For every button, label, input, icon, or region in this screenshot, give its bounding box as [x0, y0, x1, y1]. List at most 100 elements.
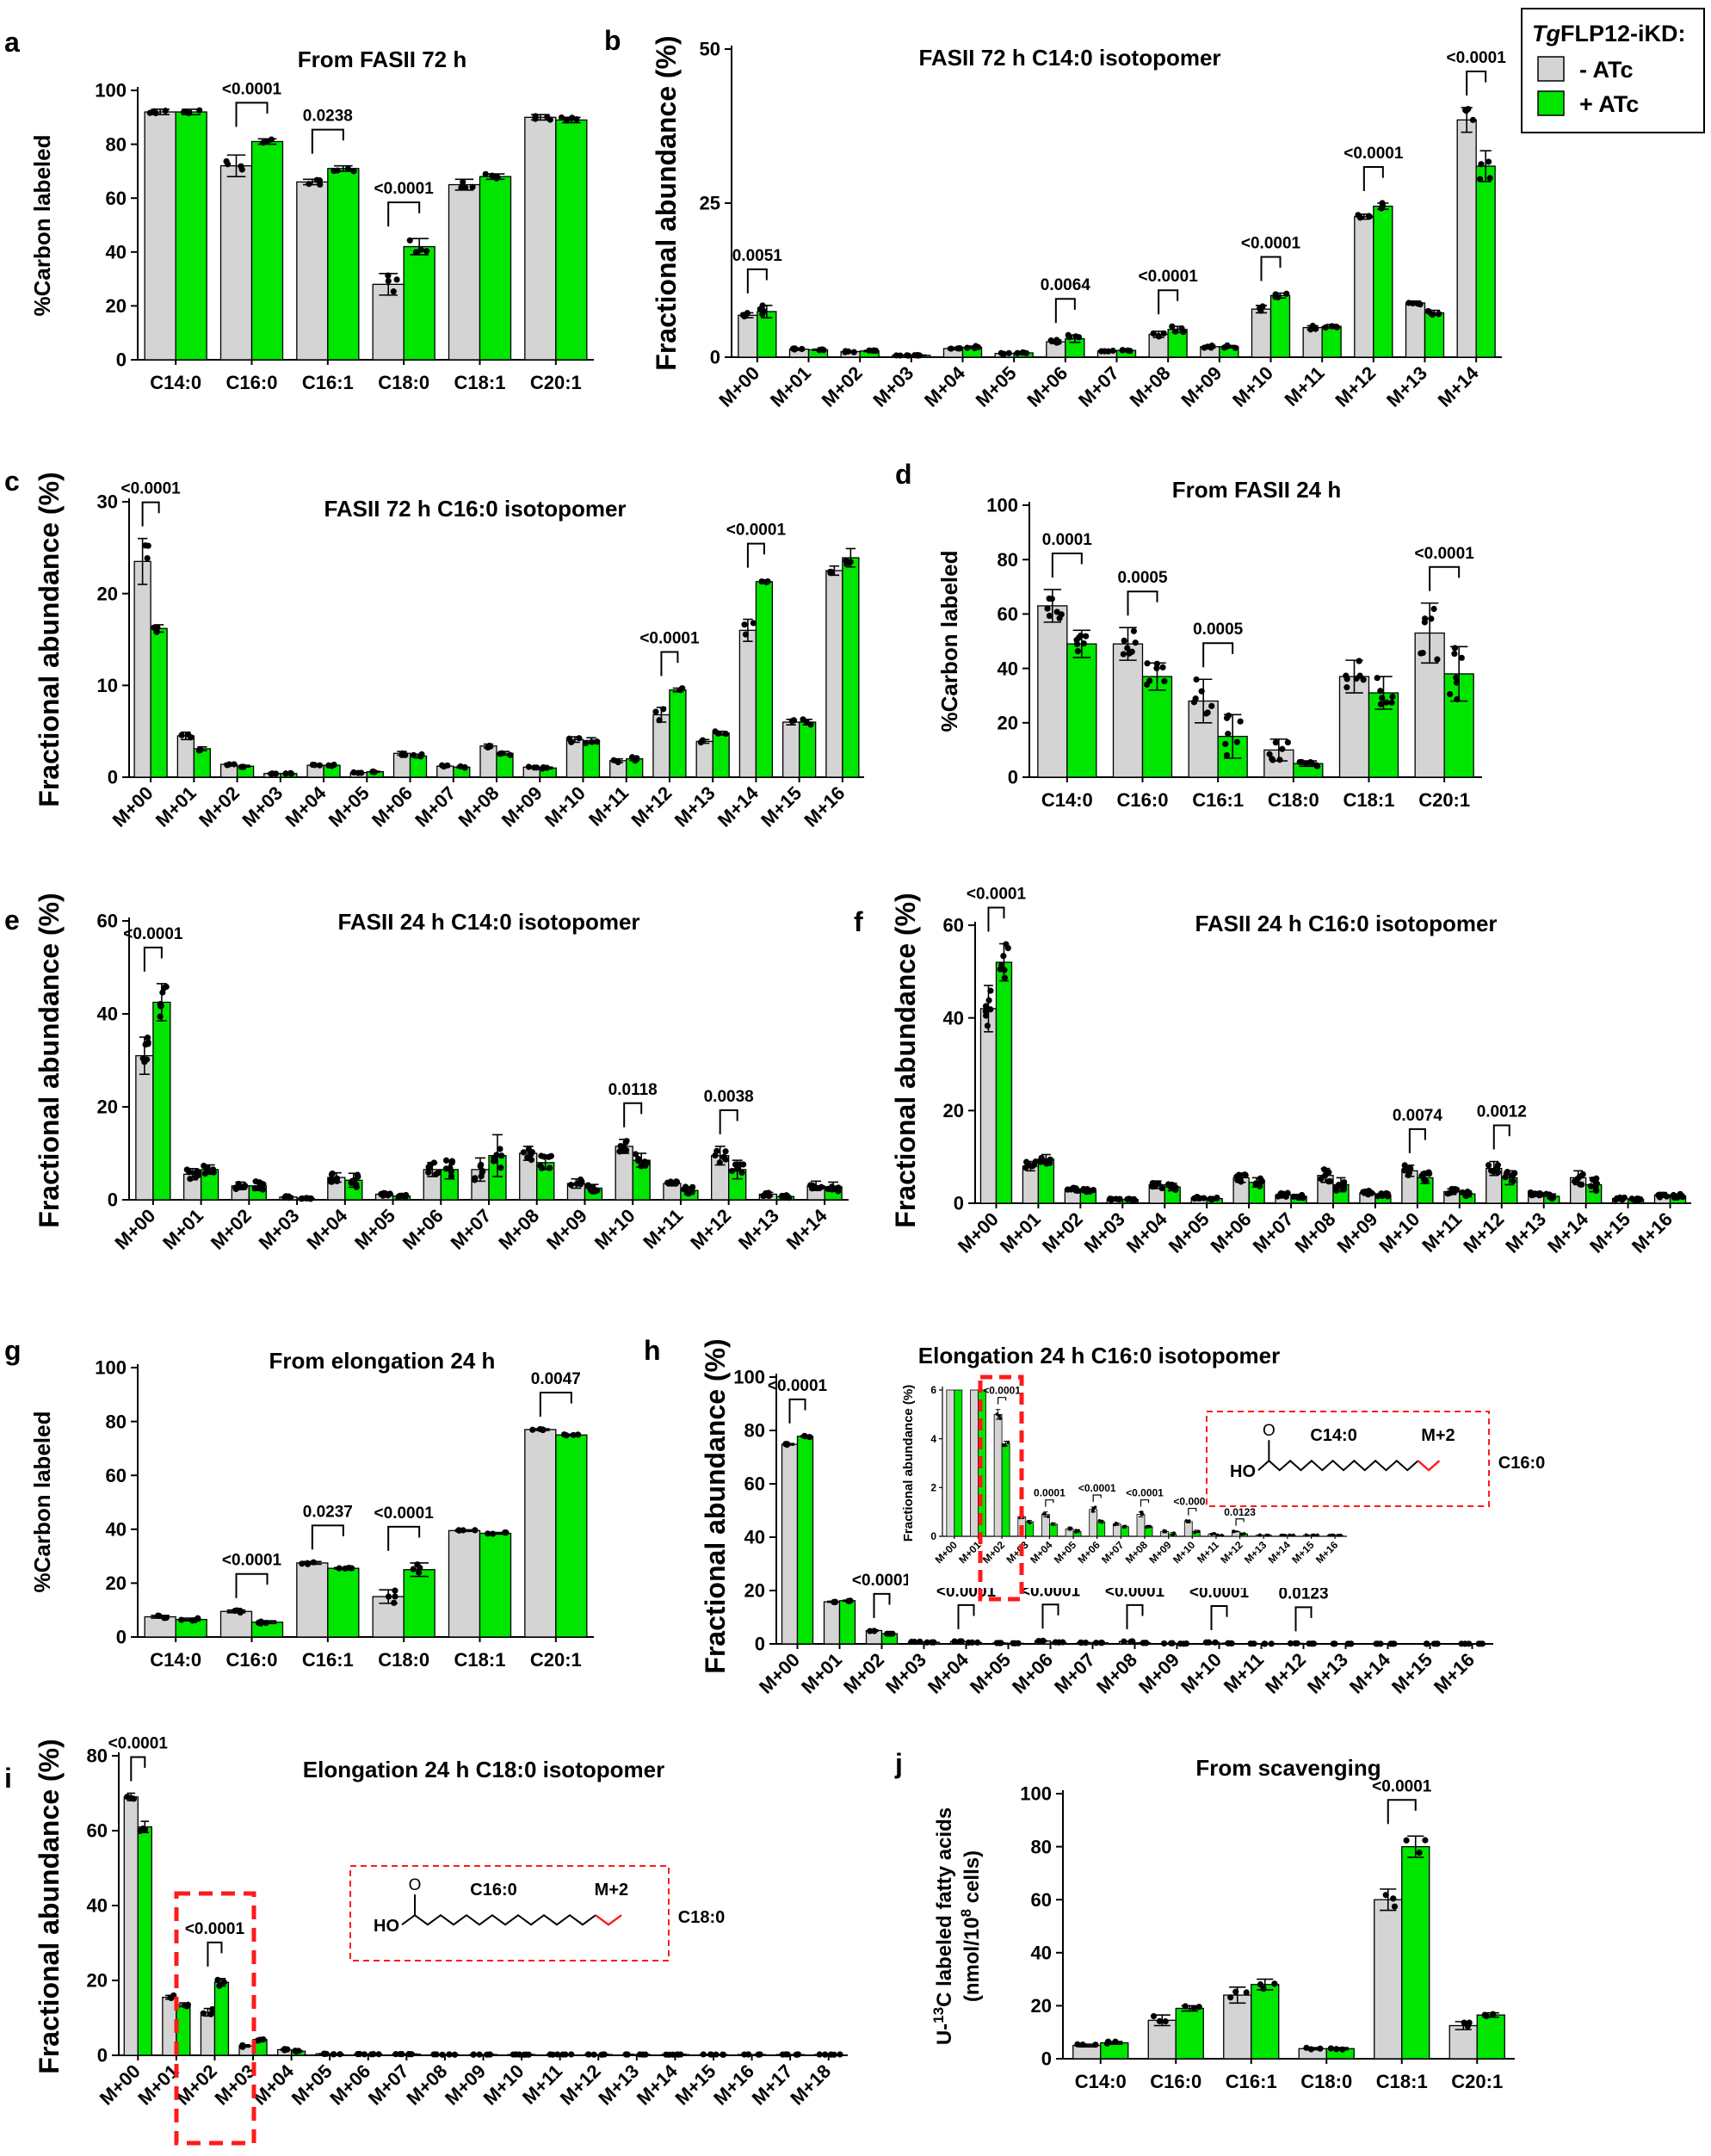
data-point: [1014, 349, 1021, 356]
data-point: [1510, 1177, 1516, 1184]
data-point: [782, 1441, 789, 1448]
y-tick-label: 0: [1041, 2048, 1052, 2070]
data-point: [330, 761, 337, 769]
panel-title: From scavenging: [1195, 1755, 1381, 1781]
data-point: [1077, 1529, 1080, 1533]
x-tick-label: M+10: [1374, 1208, 1424, 1257]
data-point: [829, 1185, 837, 1192]
inset-ylabel: Fractional abundance (%): [901, 1385, 916, 1542]
x-tick-label: M+14: [1434, 361, 1484, 411]
data-point: [1268, 1640, 1275, 1647]
y-tick-label: 6: [930, 1384, 936, 1396]
data-point: [699, 737, 707, 744]
data-point: [810, 1183, 817, 1189]
bar-plus-atc: [327, 168, 360, 361]
panel-title: From FASII 72 h: [298, 46, 467, 72]
bar-minus-atc: [135, 1054, 154, 1201]
data-point: [1162, 2018, 1169, 2025]
carbonyl-oxygen: O: [409, 1876, 422, 1894]
significance-bracket: [746, 268, 768, 293]
data-point: [1341, 1178, 1348, 1186]
x-tick-label: M+09: [1332, 1208, 1381, 1257]
data-point: [375, 2051, 382, 2058]
x-tick-label: M+07: [1050, 1649, 1099, 1698]
y-tick-label: 100: [986, 495, 1018, 516]
x-tick-label: M+10: [540, 782, 590, 831]
x-tick-label: M+06: [1008, 1649, 1057, 1698]
data-point: [158, 1002, 165, 1010]
significance-bracket: [1158, 289, 1179, 315]
legend-label-plus: + ATc: [1579, 91, 1639, 117]
bar-minus-atc: [144, 1615, 176, 1638]
data-point: [528, 1148, 535, 1156]
data-point: [1493, 1164, 1501, 1171]
data-point: [525, 763, 532, 770]
data-point: [144, 554, 151, 562]
data-point: [1005, 349, 1012, 356]
data-point: [568, 2051, 575, 2058]
data-point: [590, 1183, 596, 1190]
y-axis-label: Fractional abundance (%): [700, 1338, 731, 1673]
data-point: [1251, 1640, 1257, 1647]
data-point: [392, 1587, 398, 1594]
data-point: [758, 578, 765, 585]
data-point: [600, 2051, 607, 2058]
bar-minus-atc: [1251, 308, 1272, 358]
data-point: [1080, 1185, 1087, 1193]
data-point: [1593, 1180, 1601, 1187]
data-point: [1292, 1640, 1299, 1646]
data-point: [1485, 158, 1492, 165]
p-value-label: 0.0047: [531, 1370, 581, 1388]
bar-plus-atc: [555, 1434, 588, 1638]
legend-title-italic: Tg: [1532, 21, 1560, 46]
x-tick-label: M+16: [1430, 1649, 1479, 1698]
data-point: [1037, 1157, 1044, 1164]
bar-minus-atc: [1456, 119, 1477, 358]
y-tick-label: 0: [755, 1634, 765, 1655]
data-point: [982, 1003, 990, 1010]
x-tick-label: C16:0: [226, 1649, 278, 1671]
bar-minus-atc: [823, 1601, 841, 1645]
panel-title: Elongation 24 h C16:0 isotopomer: [918, 1343, 1280, 1368]
significance-bracket: [143, 946, 163, 972]
bar-minus-atc: [524, 1429, 557, 1638]
significance-bracket: [998, 1397, 1007, 1405]
x-tick-label: M+15: [1585, 1208, 1634, 1257]
x-tick-label: M+03: [868, 362, 917, 411]
data-point: [1000, 953, 1007, 960]
p-value-label: <0.0001: [108, 1735, 169, 1753]
data-point: [1426, 308, 1433, 316]
x-tick-label: M+00: [108, 782, 158, 831]
x-tick-label: M+08: [494, 1205, 543, 1254]
data-point: [186, 109, 193, 117]
product-label: C18:0: [678, 1908, 725, 1927]
data-point: [1158, 1184, 1165, 1192]
bar-minus-atc: [946, 1389, 955, 1537]
p-value-label: <0.0001: [1173, 1496, 1211, 1508]
data-point: [1112, 2038, 1119, 2045]
data-point: [1225, 731, 1232, 738]
bar-plus-atc: [250, 140, 284, 361]
bar-plus-atc: [1424, 312, 1445, 358]
data-point: [282, 770, 289, 777]
p-value-label: <0.0001: [726, 522, 787, 540]
p-value-label: 0.0123: [1278, 1585, 1328, 1603]
data-point: [1453, 674, 1460, 681]
data-point: [673, 1178, 680, 1185]
significance-bracket: [311, 128, 344, 154]
data-point: [547, 2051, 553, 2058]
data-point: [503, 1529, 510, 1536]
data-point: [1024, 1162, 1032, 1169]
data-point: [1454, 695, 1461, 703]
data-point: [471, 1177, 479, 1183]
bar-plus-atc: [213, 1981, 230, 2056]
data-point: [554, 2051, 561, 2058]
p-value-label: <0.0001: [1415, 545, 1475, 563]
p-value-label: <0.0001: [1447, 49, 1507, 67]
p-value-label: 0.0001: [1042, 531, 1093, 549]
data-point: [491, 1157, 498, 1164]
data-point: [312, 762, 318, 769]
y-axis-label-2: (nmol/108 cells): [958, 1850, 984, 2002]
x-tick-label: C18:0: [1300, 2071, 1352, 2092]
